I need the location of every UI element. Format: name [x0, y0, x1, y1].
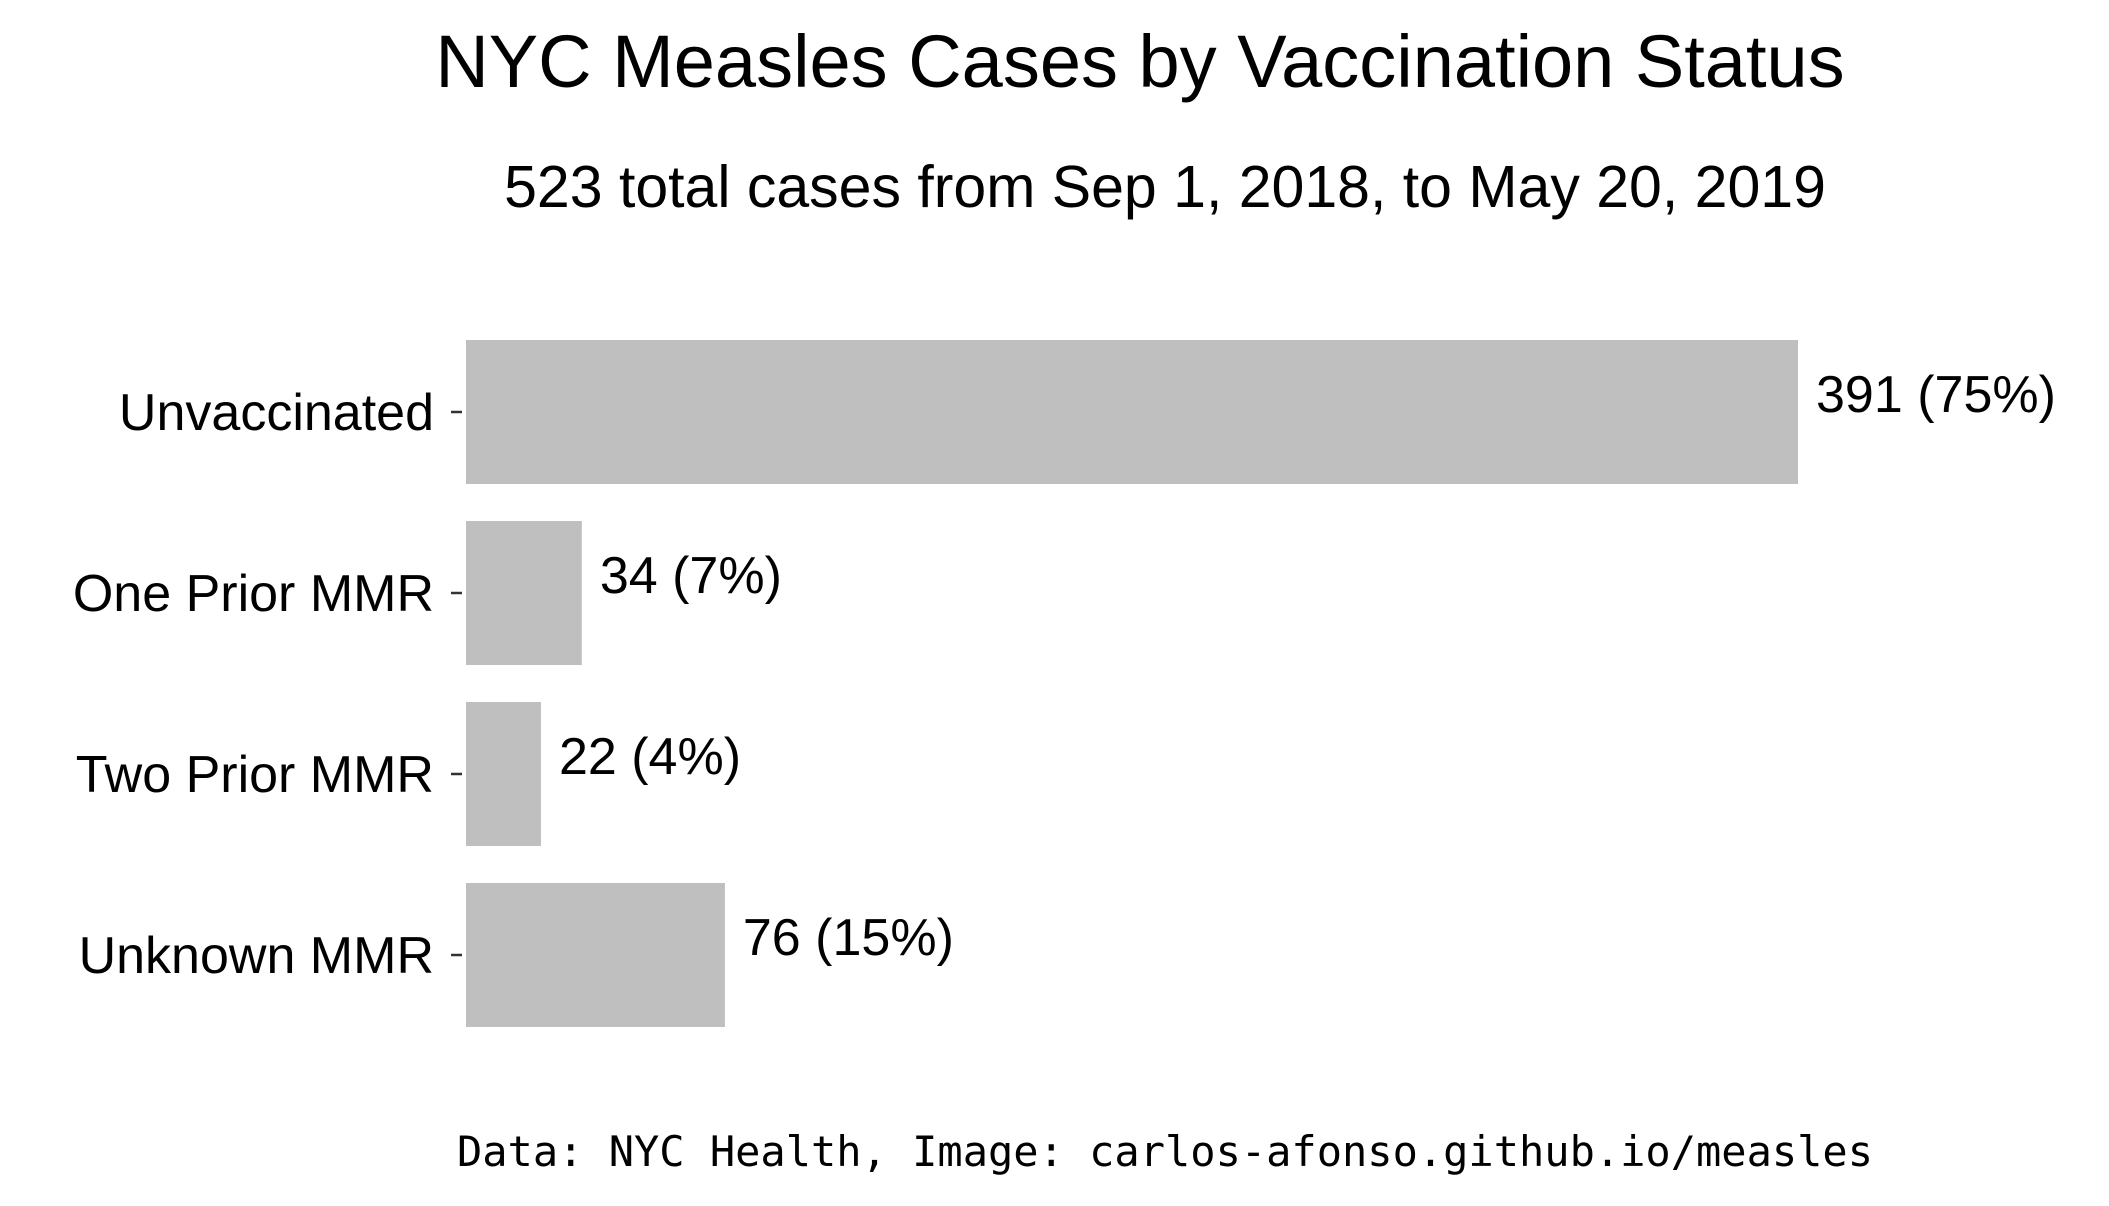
data-label-unvaccinated: 391 (75%)	[1816, 366, 2056, 424]
bar-two-prior-mmr	[466, 702, 541, 846]
data-label-two-prior-mmr: 22 (4%)	[559, 728, 741, 786]
category-label-unvaccinated: Unvaccinated	[119, 384, 434, 442]
chart-title: NYC Measles Cases by Vaccination Status	[435, 20, 1844, 103]
bar-one-prior-mmr	[466, 521, 582, 665]
category-label-one-prior-mmr: One Prior MMR	[73, 565, 434, 623]
chart-caption: Data: NYC Health, Image: carlos-afonso.g…	[457, 1127, 1873, 1176]
category-label-two-prior-mmr: Two Prior MMR	[76, 746, 434, 804]
data-label-unknown-mmr: 76 (15%)	[743, 909, 954, 967]
chart-subtitle: 523 total cases from Sep 1, 2018, to May…	[504, 154, 1826, 220]
category-label-unknown-mmr: Unknown MMR	[79, 927, 434, 985]
bars-group: Unvaccinated 391 (75%) One Prior MMR 34 (7%…	[73, 340, 2056, 1027]
data-label-one-prior-mmr: 34 (7%)	[600, 547, 782, 605]
bar-unvaccinated	[466, 340, 1798, 484]
bar-unknown-mmr	[466, 883, 725, 1027]
